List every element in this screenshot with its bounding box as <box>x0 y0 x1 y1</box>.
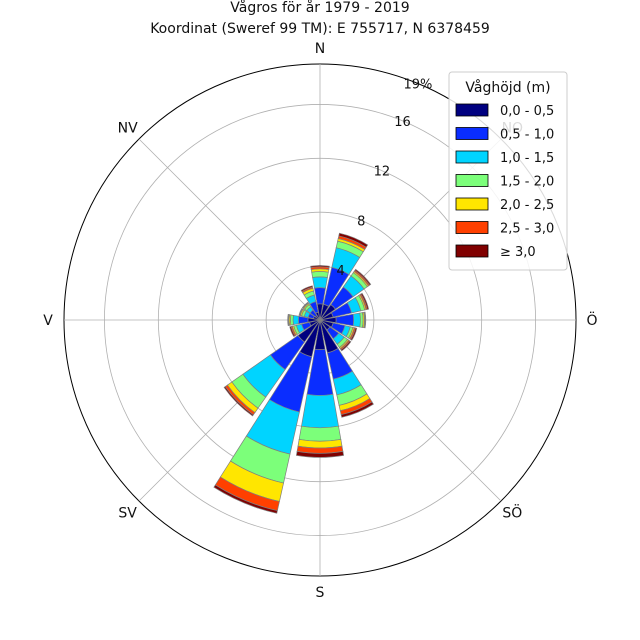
sector-bin <box>295 450 345 458</box>
chart-subtitle: Koordinat (Sweref 99 TM): E 755717, N 63… <box>150 21 490 37</box>
sector-2 <box>319 268 372 321</box>
sector-15 <box>300 285 321 321</box>
sector-12 <box>287 314 321 326</box>
legend-frame <box>448 71 568 271</box>
direction-label: N <box>315 41 325 57</box>
sector-5 <box>319 319 358 341</box>
legend-label: 0,0 - 0,5 <box>500 104 554 119</box>
sector-10 <box>223 319 321 417</box>
legend-entry: 2,5 - 3,0 <box>455 221 554 237</box>
legend-entry: 0,5 - 1,0 <box>455 127 554 143</box>
legend-entry: 1,5 - 2,0 <box>455 174 554 190</box>
legend-label: 1,5 - 2,0 <box>500 175 554 190</box>
legend-label: ≥ 3,0 <box>500 245 536 260</box>
direction-label: V <box>43 313 53 329</box>
legend-label: 2,0 - 2,5 <box>500 198 554 213</box>
direction-label: Ö <box>586 311 597 329</box>
chart-title: Vågros för år 1979 - 2019 <box>230 0 409 16</box>
radial-tick-label: 8 <box>357 214 365 229</box>
legend-swatch <box>455 221 489 234</box>
sector-bin <box>298 425 342 442</box>
direction-label: SV <box>118 505 137 521</box>
legend-label: 0,5 - 1,0 <box>500 128 554 143</box>
sector-13 <box>298 307 321 321</box>
sector-4 <box>319 311 367 329</box>
sector-bin <box>301 393 339 429</box>
legend: Våghöjd (m) 0,0 - 0,5 0,5 - 1,0 1,0 - 1,5 1… <box>448 71 568 271</box>
sector-9 <box>213 319 321 514</box>
legend-entry: ≥ 3,0 <box>455 244 536 260</box>
sector-bin <box>287 314 290 326</box>
legend-swatch <box>455 244 489 258</box>
grid-spoke <box>138 138 321 321</box>
legend-entry: 0,0 - 0,5 <box>455 103 554 119</box>
sector-11 <box>289 319 321 338</box>
radial-tick-label: 16 <box>394 115 411 130</box>
legend-title: Våghöjd (m) <box>465 79 550 96</box>
sector-bin <box>360 292 370 310</box>
legend-swatch <box>455 127 489 140</box>
sector-bin <box>289 326 296 338</box>
legend-label: 1,0 - 1,5 <box>500 151 554 166</box>
sector-bin <box>340 401 374 418</box>
sector-14 <box>301 301 321 321</box>
direction-label: SÖ <box>502 503 522 521</box>
legend-entry: 1,0 - 1,5 <box>455 150 554 166</box>
radial-tick-label: 12 <box>374 165 391 180</box>
direction-label: S <box>316 585 325 601</box>
direction-label: NV <box>118 121 138 137</box>
radial-tick-label: 19% <box>404 77 433 92</box>
legend-entries: 0,0 - 0,5 0,5 - 1,0 1,0 - 1,5 1,5 - 2,0 2,0 … <box>455 103 554 260</box>
legend-entry: 2,0 - 2,5 <box>455 197 554 213</box>
grid-spoke <box>319 319 502 502</box>
legend-swatch <box>455 174 489 187</box>
legend-swatch <box>455 197 489 211</box>
sector-0 <box>310 265 330 321</box>
sector-3 <box>319 292 370 321</box>
sector-bin <box>310 265 330 268</box>
sector-1 <box>319 232 369 321</box>
sector-bin <box>292 314 300 326</box>
sector-bin <box>338 232 369 248</box>
sector-bin <box>312 276 328 289</box>
sector-7 <box>319 319 374 418</box>
radial-tick-label: 4 <box>336 264 344 279</box>
sector-bin <box>311 271 329 278</box>
sector-bin <box>354 268 372 286</box>
legend-swatch <box>455 103 489 117</box>
sector-bin <box>301 301 309 309</box>
sector-bin <box>340 340 352 352</box>
rose-sectors <box>213 232 374 514</box>
sector-bin <box>300 285 314 293</box>
sector-6 <box>319 319 352 352</box>
sector-8 <box>295 319 345 458</box>
sector-bin <box>213 484 278 514</box>
sector-bin <box>350 327 358 341</box>
legend-swatch <box>455 150 489 164</box>
sector-bin <box>298 315 309 325</box>
sector-bin <box>352 312 361 328</box>
sector-bin <box>298 307 303 316</box>
sector-bin <box>223 386 254 417</box>
legend-label: 2,5 - 3,0 <box>500 222 554 237</box>
sector-bin <box>364 311 367 329</box>
radial-tick-labels: 4 8 12 16 19% <box>336 77 432 279</box>
